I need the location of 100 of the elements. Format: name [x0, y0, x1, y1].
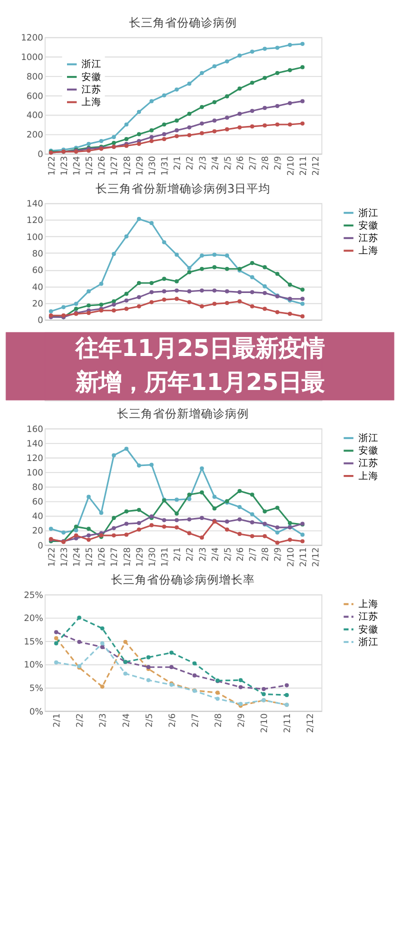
point: [124, 532, 128, 537]
point: [162, 122, 166, 127]
x-tick-label: 2/4: [210, 546, 221, 562]
point: [238, 488, 242, 494]
point: [162, 518, 166, 522]
point: [224, 520, 230, 524]
point: [86, 310, 91, 316]
y-tick-label: 120: [26, 454, 44, 464]
point: [300, 121, 305, 126]
point: [238, 290, 242, 294]
point: [212, 129, 217, 134]
point: [262, 290, 267, 296]
point: [200, 266, 204, 271]
x-tick-label: 2/9: [274, 156, 284, 170]
point: [99, 138, 104, 144]
point: [262, 692, 266, 696]
point: [124, 509, 128, 514]
point: [224, 59, 230, 64]
y-tick-label: 160: [26, 424, 44, 435]
point: [100, 645, 104, 650]
point: [187, 125, 192, 130]
point: [250, 512, 254, 516]
legend-label: 安徽: [358, 623, 378, 636]
x-tick-label: 2/5: [223, 156, 234, 170]
chart-title: 长三角省份新增确诊病例: [117, 406, 250, 421]
point: [74, 524, 78, 529]
x-tick-label: 2/2: [186, 547, 196, 562]
point: [136, 280, 142, 286]
point: [238, 112, 242, 116]
point: [112, 140, 116, 145]
legend-label: 江苏: [358, 232, 378, 244]
point: [250, 275, 254, 280]
point: [123, 640, 128, 644]
x-tick-label: 2/10: [286, 547, 296, 567]
point: [187, 492, 192, 497]
point: [300, 65, 305, 70]
legend-label: 安徽: [358, 219, 378, 232]
point: [192, 673, 197, 678]
chart-title: 长三角省份确诊病例增长率: [111, 572, 256, 587]
y-tick-label: 0: [38, 150, 44, 160]
y-tick-label: 20%: [24, 614, 44, 624]
point: [224, 116, 230, 120]
point: [212, 288, 217, 293]
point: [200, 70, 204, 76]
point: [150, 138, 154, 144]
y-tick-label: 140: [26, 200, 44, 210]
x-tick-label: 2/8: [261, 547, 272, 562]
point: [74, 528, 78, 532]
legend-label: 江苏: [82, 83, 102, 96]
point: [150, 128, 154, 132]
point: [112, 135, 116, 140]
point: [150, 290, 154, 294]
chart-title: 长三角省份确诊病例: [129, 15, 238, 30]
y-tick-label: 400: [26, 111, 44, 122]
y-tick-label: 600: [26, 92, 44, 102]
y-tick-label: 80: [32, 483, 44, 494]
point: [192, 661, 197, 666]
x-tick-label: 2/1: [173, 156, 184, 170]
y-tick-label: 800: [26, 72, 44, 82]
point: [275, 540, 280, 545]
point: [187, 531, 192, 536]
point: [150, 99, 154, 104]
point: [224, 127, 230, 132]
point: [86, 142, 91, 146]
point: [86, 289, 91, 294]
point: [300, 288, 305, 292]
x-tick-label: 1/27: [110, 547, 120, 567]
point: [136, 508, 142, 512]
point: [250, 290, 254, 294]
point: [250, 124, 254, 128]
point: [162, 240, 166, 244]
point: [250, 304, 254, 308]
point: [275, 530, 280, 535]
x-tick-label: 1/22: [47, 156, 58, 176]
x-tick-label: 1/23: [60, 156, 70, 176]
point: [224, 528, 230, 532]
point: [86, 526, 91, 531]
point: [187, 82, 192, 86]
point: [250, 80, 254, 85]
legend-label: 上海: [358, 470, 378, 482]
point: [174, 252, 179, 257]
point: [174, 525, 179, 530]
y-tick-label: 0: [38, 316, 44, 326]
x-tick-label: 2/11: [298, 156, 309, 176]
point: [216, 690, 220, 695]
point: [136, 132, 142, 136]
point: [48, 309, 54, 314]
point: [61, 305, 66, 310]
x-tick-label: 2/9: [274, 547, 284, 562]
point: [86, 494, 91, 499]
point: [77, 640, 82, 644]
point: [288, 312, 292, 316]
point: [54, 641, 58, 646]
x-tick-label: 2/12: [311, 156, 322, 176]
point: [250, 108, 254, 113]
x-tick-label: 2/3: [98, 713, 109, 728]
point: [162, 276, 166, 281]
x-tick-label: 2/6: [236, 547, 246, 562]
point: [224, 266, 230, 271]
x-tick-label: 2/4: [210, 156, 221, 170]
